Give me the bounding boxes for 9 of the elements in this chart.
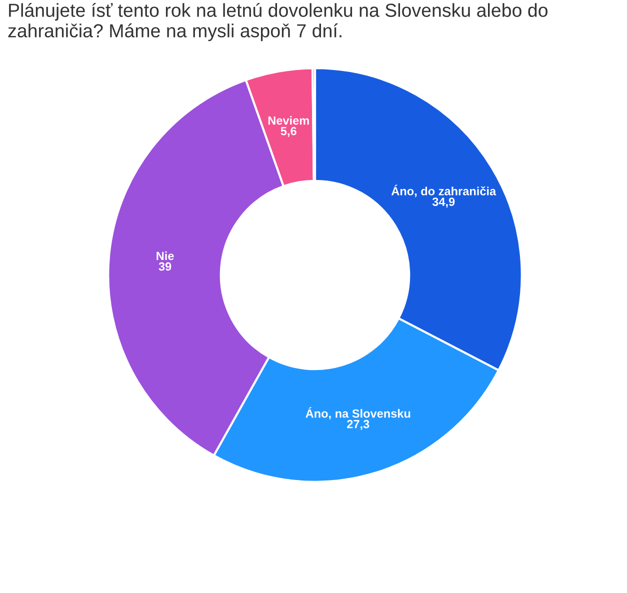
slice-label: Nie	[156, 251, 174, 260]
slice-label: Neviem	[268, 116, 309, 125]
data-label: 39	[158, 262, 172, 271]
data-label: 5,6	[280, 126, 296, 138]
data-label: 34,9	[432, 198, 455, 208]
slice-label: Áno, do zahraničia	[391, 184, 496, 198]
slice-label: Áno, na Slovensku	[306, 407, 410, 420]
data-label: 27,3	[347, 420, 370, 430]
chart-title: Plánujete ísť tento rok na letnú dovolenku na Slovensku alebo do zahraničia? Máme na mysli aspoň 7 dní.	[8, 2, 548, 42]
